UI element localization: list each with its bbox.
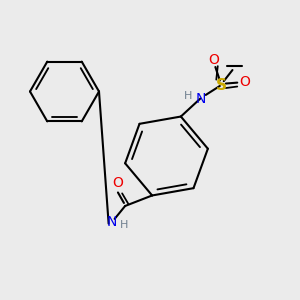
Text: O: O (239, 75, 250, 89)
Text: H: H (184, 91, 193, 101)
Text: S: S (216, 77, 227, 92)
Text: O: O (112, 176, 123, 190)
Text: N: N (195, 92, 206, 106)
Text: H: H (119, 220, 128, 230)
Text: O: O (208, 52, 219, 67)
Text: N: N (106, 215, 117, 230)
